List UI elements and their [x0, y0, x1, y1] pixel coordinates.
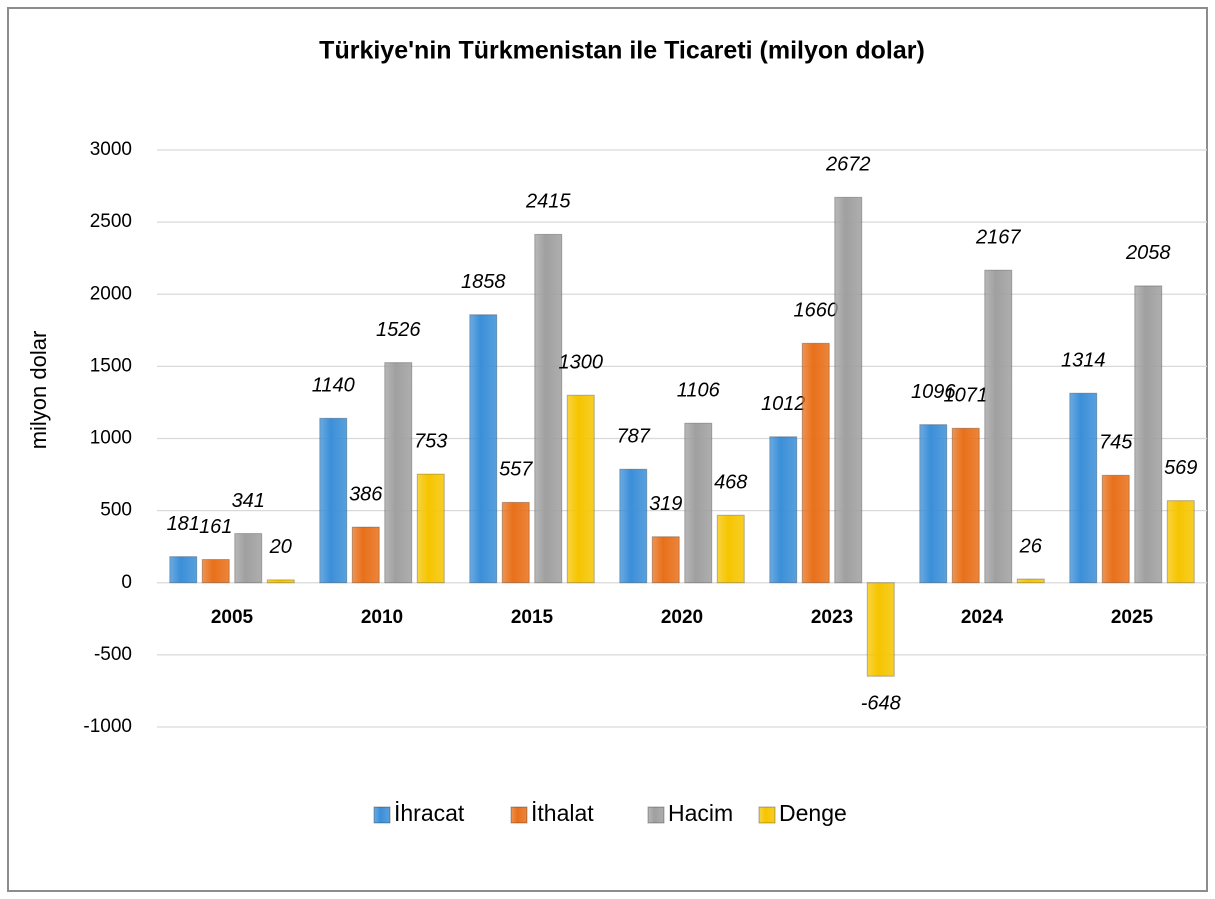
legend-swatch [758, 806, 776, 824]
data-label: 2058 [1125, 242, 1171, 264]
bar [469, 314, 498, 584]
y-tick-label: 3000 [90, 139, 132, 160]
bar [1166, 500, 1195, 584]
bar [1101, 474, 1130, 584]
legend-label: İhracat [394, 800, 465, 826]
bar [234, 533, 263, 584]
bar [566, 394, 595, 584]
data-label: 341 [232, 490, 265, 512]
chart-frame [7, 7, 1208, 892]
y-tick-label: -1000 [83, 716, 132, 737]
bar [201, 559, 230, 584]
data-label: 26 [1019, 535, 1043, 557]
bar [866, 582, 895, 677]
bar [534, 233, 563, 584]
x-tick-label: 2020 [661, 607, 703, 628]
y-axis-label: milyon dolar [26, 331, 51, 450]
y-tick-label: 1000 [90, 428, 132, 449]
data-label: 1314 [1061, 349, 1106, 371]
bar [266, 579, 295, 584]
data-label: 2672 [825, 154, 871, 176]
data-label: 1526 [376, 319, 421, 341]
data-label: 1858 [461, 271, 506, 293]
legend-label: Hacim [668, 800, 733, 826]
y-tick-label: 1500 [90, 355, 132, 376]
bar [1134, 285, 1163, 584]
x-tick-label: 2005 [211, 607, 254, 628]
bar [319, 417, 348, 584]
bar [501, 501, 530, 584]
data-label: 2167 [975, 226, 1021, 248]
y-tick-label: 500 [100, 500, 132, 521]
bar [384, 362, 413, 584]
bar [351, 526, 380, 584]
bar [1069, 392, 1098, 584]
data-label: 753 [414, 430, 447, 452]
legend-swatch [647, 806, 665, 824]
data-label: 569 [1164, 457, 1197, 479]
x-tick-label: 2010 [361, 607, 403, 628]
bar [769, 436, 798, 584]
data-label: 1106 [677, 379, 721, 401]
x-tick-label: 2025 [1111, 607, 1154, 628]
x-tick-label: 2023 [811, 607, 853, 628]
x-tick-label: 2024 [961, 607, 1004, 628]
bar [684, 422, 713, 584]
y-tick-label: 2500 [90, 211, 132, 232]
legend: İhracat İthalat Hacim Denge [373, 800, 847, 826]
legend-swatch [373, 806, 391, 824]
bar [919, 424, 948, 584]
bar [416, 473, 445, 584]
data-label: 181 [167, 513, 200, 535]
data-label: 468 [714, 472, 747, 494]
data-label: 319 [649, 493, 682, 515]
bar [801, 342, 830, 584]
data-label: 745 [1099, 432, 1133, 454]
data-label: 20 [269, 536, 292, 558]
data-label: 1140 [312, 375, 355, 397]
y-tick-label: 2000 [90, 283, 132, 304]
data-label: 386 [349, 483, 383, 505]
bar [716, 514, 745, 584]
data-label: 1071 [944, 385, 989, 407]
data-label: 1096 [911, 381, 956, 403]
x-tick-label: 2015 [511, 607, 554, 628]
data-label: 2415 [525, 191, 571, 213]
legend-label: Denge [779, 800, 847, 826]
legend-swatch [510, 806, 528, 824]
bar [984, 269, 1013, 584]
bar [1016, 578, 1045, 584]
bar [619, 468, 648, 584]
data-label: 787 [617, 426, 651, 448]
bar [651, 536, 680, 584]
data-label: 557 [499, 459, 533, 481]
data-label: -648 [861, 693, 901, 715]
legend-label: İthalat [531, 800, 594, 826]
data-label: 1012 [761, 393, 806, 415]
data-label: 161 [199, 516, 232, 538]
data-label: 1300 [559, 352, 604, 374]
data-label: 1660 [794, 300, 839, 322]
y-tick-label: -500 [94, 644, 132, 665]
chart-title: Türkiye'nin Türkmenistan ile Ticareti (m… [319, 37, 925, 65]
bar [834, 196, 863, 584]
bar [951, 427, 980, 584]
y-tick-label: 0 [121, 572, 132, 593]
bar [169, 556, 198, 584]
